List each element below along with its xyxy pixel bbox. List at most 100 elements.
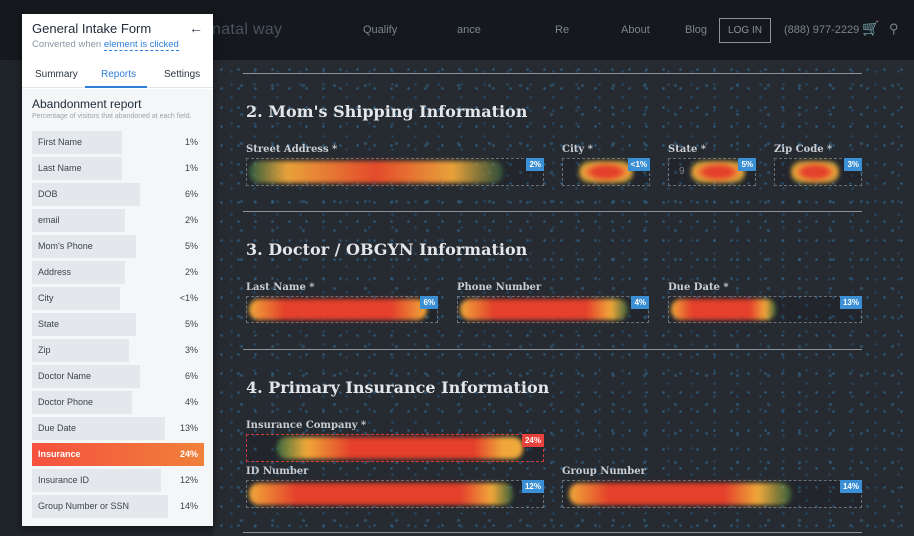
report-row[interactable]: Insurance ID 12% (32, 469, 204, 492)
active-tab-indicator (85, 86, 147, 88)
label-due-date: Due Date * (668, 282, 729, 293)
due-date-input[interactable]: 13% (668, 296, 862, 323)
report-row-percent: <1% (179, 293, 198, 303)
abandon-badge: 14% (839, 480, 862, 493)
abandon-badge: 24% (521, 434, 544, 447)
report-row-bar (32, 261, 126, 284)
heat-blob (249, 161, 503, 183)
report-row-bar (32, 287, 120, 310)
report-row-label: DOB (38, 189, 58, 199)
report-row-percent: 5% (184, 241, 198, 251)
panel-title: General Intake Form (32, 21, 152, 36)
report-row-percent: 6% (184, 371, 198, 381)
report-row[interactable]: DOB 6% (32, 183, 204, 206)
state-input[interactable]: 9 5% (668, 158, 756, 186)
conversion-goal-link[interactable]: element is clicked (103, 39, 179, 51)
label-state: State * (668, 144, 707, 155)
report-row[interactable]: Group Number or SSN 14% (32, 495, 204, 518)
report-row[interactable]: First Name 1% (32, 131, 204, 154)
nav-link-insurance[interactable]: ance (457, 24, 481, 36)
abandon-badge: 12% (521, 480, 544, 493)
report-row-percent: 14% (179, 501, 198, 511)
report-row-percent: 2% (184, 215, 198, 225)
search-icon[interactable]: ⚲ (889, 21, 899, 36)
state-value: 9 (679, 166, 685, 177)
report-row-bar (32, 209, 126, 232)
login-button[interactable]: LOG IN (719, 18, 771, 43)
label-doctor-phone: Phone Number (457, 282, 542, 293)
report-row[interactable]: City <1% (32, 287, 204, 310)
heat-blob (249, 299, 427, 320)
id-number-input[interactable]: 12% (246, 480, 544, 508)
nav-link-blog[interactable]: Blog (685, 24, 708, 36)
section-title-shipping: 2. Mom's Shipping Information (246, 102, 528, 121)
label-id-number: ID Number (246, 466, 309, 477)
report-row[interactable]: Insurance 24% (32, 443, 204, 466)
report-row-label: Zip (38, 345, 51, 355)
zip-input[interactable]: 3% (774, 158, 862, 186)
cart-icon[interactable]: 🛒 (862, 20, 880, 36)
report-row-bar (32, 469, 161, 492)
report-row-label: Group Number or SSN (38, 501, 130, 511)
abandonment-report: Abandonment report Percentage of visitor… (22, 89, 213, 526)
report-row-bar (32, 339, 129, 362)
report-row[interactable]: Last Name 1% (32, 157, 204, 180)
insurance-company-input[interactable]: 24% (246, 434, 544, 462)
report-row-bar (32, 313, 136, 336)
site-logo[interactable]: natal way (212, 21, 283, 38)
report-row[interactable]: Doctor Name 6% (32, 365, 204, 388)
report-row[interactable]: State 5% (32, 313, 204, 336)
label-city: City * (562, 144, 593, 155)
tab-reports[interactable]: Reports (101, 69, 137, 80)
report-row-label: City (38, 293, 54, 303)
report-row-label: Mom's Phone (38, 241, 93, 251)
report-row[interactable]: Zip 3% (32, 339, 204, 362)
group-number-input[interactable]: 14% (562, 480, 862, 508)
section-title-doctor: 3. Doctor / OBGYN Information (246, 240, 528, 259)
abandon-badge: 6% (420, 296, 438, 309)
report-row[interactable]: email 2% (32, 209, 204, 232)
doctor-last-name-input[interactable]: 6% (246, 296, 438, 323)
divider (243, 349, 862, 350)
report-row[interactable]: Doctor Phone 4% (32, 391, 204, 414)
heat-blob (691, 161, 745, 183)
report-row[interactable]: Mom's Phone 5% (32, 235, 204, 258)
report-row-bar (32, 235, 136, 258)
report-row-percent: 1% (184, 137, 198, 147)
heat-blob (791, 161, 839, 183)
nav-link-qualify[interactable]: Qualify (363, 24, 398, 36)
divider (243, 211, 862, 212)
label-street-address: Street Address * (246, 144, 338, 155)
report-row-percent: 24% (179, 449, 198, 459)
report-row-label: Insurance ID (38, 475, 90, 485)
heat-blob (460, 299, 628, 320)
divider (243, 532, 862, 533)
heat-blob (569, 483, 791, 505)
street-address-input[interactable]: 2% (246, 158, 544, 186)
tab-summary[interactable]: Summary (35, 69, 78, 80)
label-group-number: Group Number (562, 466, 646, 477)
tab-settings[interactable]: Settings (164, 69, 201, 80)
report-row-label: Doctor Name (38, 371, 92, 381)
report-row-bar (32, 495, 169, 518)
heat-blob (249, 483, 513, 505)
back-arrow-icon[interactable]: ← (189, 20, 203, 36)
doctor-phone-input[interactable]: 4% (457, 296, 649, 323)
report-row-label: Last Name (38, 163, 82, 173)
nav-link-about[interactable]: About (621, 24, 650, 36)
panel-tabs: Summary Reports Settings (22, 62, 213, 88)
abandon-badge: 3% (844, 158, 862, 171)
label-zip: Zip Code * (774, 144, 833, 155)
phone-number[interactable]: (888) 977-2229 (784, 24, 860, 36)
report-row-label: email (38, 215, 60, 225)
nav-link-resources[interactable]: Re (555, 24, 570, 36)
heat-blob (277, 437, 523, 459)
report-row-label: Address (38, 267, 72, 277)
report-row-percent: 12% (179, 475, 198, 485)
report-row[interactable]: Address 2% (32, 261, 204, 284)
report-row-percent: 6% (184, 189, 198, 199)
report-row[interactable]: Due Date 13% (32, 417, 204, 440)
city-input[interactable]: <1% (562, 158, 650, 186)
report-row-bar (32, 131, 122, 154)
